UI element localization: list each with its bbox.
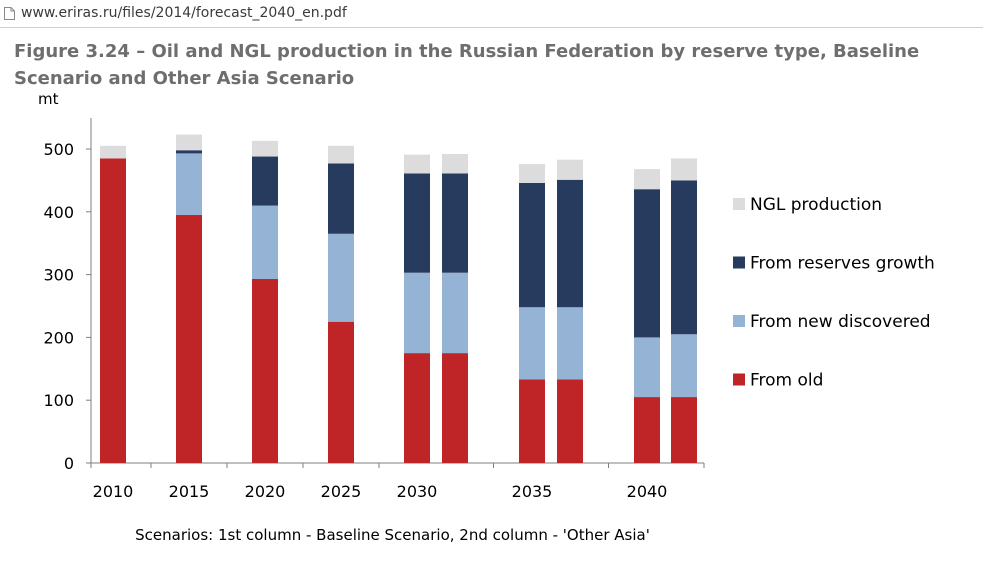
figure-title: Figure 3.24 – Oil and NGL production in …: [14, 41, 920, 89]
bar-segment-from-new-discovered: [404, 272, 430, 354]
bar-segment-from-reserves-growth: [252, 156, 278, 206]
bar-segment-from-old: [100, 158, 126, 464]
bar-segment-ngl-production: [519, 164, 545, 183]
bar-segment-from-old: [176, 214, 202, 463]
y-tick-label: 500: [43, 140, 74, 159]
x-tick-label: 2035: [512, 482, 553, 501]
bar-segment-ngl-production: [176, 134, 202, 151]
bar-segment-ngl-production: [671, 158, 697, 181]
x-axis: 2010 2015 2020 2025 2030 2035 2040: [90, 462, 705, 501]
bar-segment-from-new-discovered: [557, 307, 583, 380]
bar-segment-from-new-discovered: [442, 272, 468, 354]
legend-swatch: [733, 315, 745, 327]
legend-swatch: [733, 198, 745, 210]
url-text: www.eriras.ru/files/2014/forecast_2040_e…: [21, 5, 347, 21]
legend-label: From reserves growth: [750, 254, 935, 274]
bar-segment-from-old: [328, 321, 354, 463]
bar-segment-from-new-discovered: [252, 205, 278, 279]
y-tick-label: 0: [64, 454, 74, 473]
y-tick-label: 400: [43, 203, 74, 222]
legend-label: From new discovered: [750, 312, 931, 332]
page-icon: [4, 7, 15, 20]
bar-segment-ngl-production: [634, 169, 660, 190]
x-tick-label: 2010: [93, 482, 134, 501]
bar-segment-from-old: [442, 353, 468, 463]
bar-segment-ngl-production: [252, 140, 278, 157]
x-tick-label: 2020: [245, 482, 286, 501]
y-tick-label: 300: [43, 266, 74, 285]
bar-segment-from-reserves-growth: [328, 163, 354, 234]
address-bar[interactable]: www.eriras.ru/files/2014/forecast_2040_e…: [0, 0, 983, 28]
bar-segment-from-new-discovered: [519, 307, 545, 380]
y-tick-label: 200: [43, 328, 74, 347]
legend-label: From old: [750, 371, 823, 391]
bar-segment-from-reserves-growth: [176, 150, 202, 154]
x-tick-label: 2025: [321, 482, 362, 501]
bar-segment-ngl-production: [404, 154, 430, 174]
bar-segment-from-old: [519, 379, 545, 463]
bar-segment-from-reserves-growth: [519, 182, 545, 308]
bar-segment-from-old: [557, 379, 583, 463]
y-tick-label: 100: [43, 391, 74, 410]
y-axis-label: mt: [38, 90, 59, 108]
x-tick-label: 2030: [397, 482, 438, 501]
legend: NGL production From reserves growth From n…: [733, 195, 935, 391]
bar-segment-from-new-discovered: [634, 337, 660, 398]
bar-segment-from-new-discovered: [176, 153, 202, 215]
scenario-caption: Scenarios: 1st column - Baseline Scenari…: [135, 526, 650, 544]
bar-segment-from-old: [671, 397, 697, 463]
bar-segment-ngl-production: [442, 154, 468, 174]
legend-swatch: [733, 256, 745, 269]
bar-segment-ngl-production: [100, 145, 126, 159]
bar-segment-from-reserves-growth: [634, 189, 660, 338]
legend-swatch: [733, 373, 745, 386]
bar-segment-from-reserves-growth: [404, 173, 430, 273]
legend-label: NGL production: [750, 195, 882, 215]
bar-segment-from-reserves-growth: [442, 173, 468, 273]
x-tick-label: 2040: [627, 482, 668, 501]
bar-segment-from-old: [404, 353, 430, 463]
x-tick-label: 2015: [169, 482, 210, 501]
bar-segment-from-old: [634, 397, 660, 463]
bar-segment-from-old: [252, 278, 278, 463]
y-axis: 0 100 200 300 400 500 mt: [38, 90, 92, 473]
bar-segment-from-reserves-growth: [557, 179, 583, 308]
bar-segment-ngl-production: [328, 145, 354, 164]
bar-segment-from-new-discovered: [328, 233, 354, 322]
bars: [100, 134, 697, 464]
bar-segment-from-new-discovered: [671, 334, 697, 398]
bar-segment-from-reserves-growth: [671, 180, 697, 335]
bar-segment-ngl-production: [557, 159, 583, 180]
